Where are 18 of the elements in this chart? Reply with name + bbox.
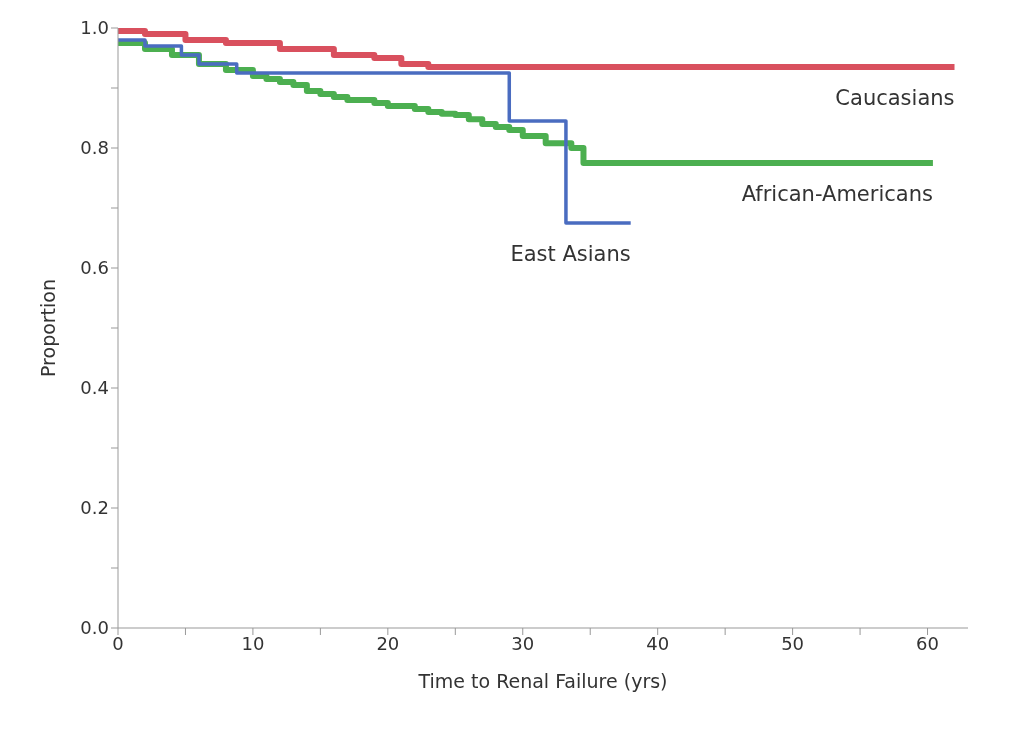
x-axis-title: Time to Renal Failure (yrs) (417, 670, 668, 692)
y-tick-label: 0.6 (80, 257, 109, 279)
y-tick-label: 0.4 (80, 377, 109, 399)
x-tick-label: 20 (376, 632, 400, 654)
x-tick-label: 10 (241, 632, 265, 654)
x-tick-label: 0 (112, 632, 124, 654)
text: 0.0 (80, 617, 109, 639)
x-tick-label: 60 (916, 632, 939, 654)
y-tick-label: 0.2 (80, 497, 109, 519)
series-label: East Asians (510, 242, 631, 266)
x-tick-label: 30 (511, 632, 535, 654)
series-label: African-Americans (741, 182, 933, 206)
y-axis-title: Proportion (36, 278, 59, 378)
text: 1.0 (80, 17, 109, 39)
x-tick-label: 40 (646, 632, 670, 654)
y-tick-label: 0.8 (80, 137, 109, 159)
x-tick-label: 50 (781, 632, 805, 654)
series-label: Caucasians (835, 86, 955, 110)
